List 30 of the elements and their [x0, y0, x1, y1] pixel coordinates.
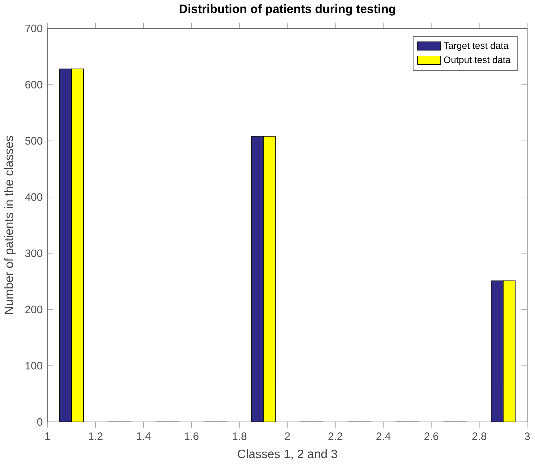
- y-tick-label: 700: [26, 24, 43, 32]
- y-axis-title: Number of patients in the classes: [4, 136, 16, 314]
- y-tick-label: 400: [25, 193, 43, 201]
- y-tick-label: 0: [37, 418, 43, 426]
- y-tick-label: 600: [26, 80, 43, 89]
- x-axis-title: Classes 1, 2 and 3: [238, 449, 338, 460]
- x-tick-label: 1.2: [89, 432, 103, 440]
- y-tick-label: 200: [26, 306, 43, 314]
- y-tick-label: 100: [26, 362, 43, 370]
- y-tick-label: 300: [25, 250, 43, 258]
- bar: [60, 68, 72, 422]
- bar: [263, 136, 276, 422]
- x-tick-label: 2.4: [376, 432, 391, 440]
- x-tick-label: 2.6: [424, 432, 439, 440]
- x-tick-label: 2: [285, 432, 290, 440]
- x-tick-label: 2.8: [472, 432, 487, 440]
- legend-label: Output test data: [444, 56, 511, 66]
- x-tick-label: 3: [524, 432, 530, 440]
- x-tick-label: 1.4: [137, 432, 151, 440]
- chart-title: Distribution of patients during testing: [180, 4, 396, 16]
- x-tick-label: 1.8: [233, 432, 247, 440]
- x-tick-label: 1: [46, 432, 50, 440]
- bar: [503, 280, 516, 422]
- x-tick-label: 2.2: [328, 432, 343, 440]
- bar: [491, 280, 504, 422]
- legend-label: Target test data: [444, 42, 509, 51]
- x-tick-label: 1.6: [185, 432, 199, 440]
- y-tick-label: 500: [25, 137, 43, 145]
- bar: [251, 136, 264, 422]
- bar: [72, 68, 84, 422]
